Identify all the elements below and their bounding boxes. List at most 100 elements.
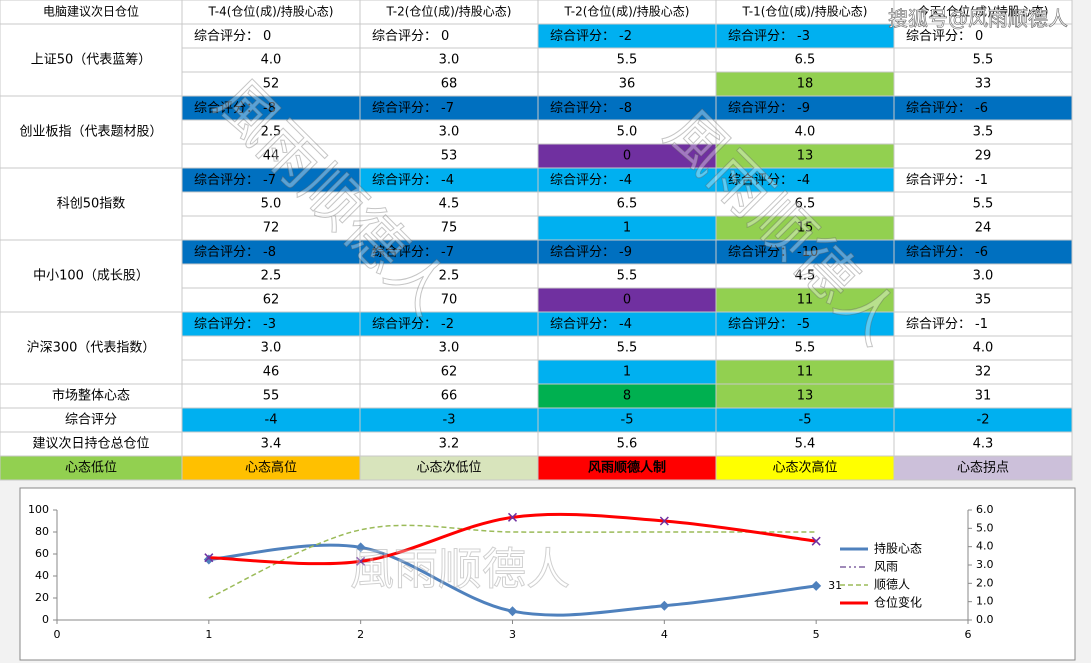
marker <box>811 536 821 546</box>
cell <box>0 407 183 433</box>
y-tick-label: 80 <box>35 525 49 538</box>
marker <box>355 542 366 553</box>
score-cell: 综合评分： -2 <box>372 317 454 332</box>
cell <box>893 239 1073 265</box>
x-tick-label: 1 <box>205 628 212 641</box>
legend-cell <box>537 455 717 481</box>
summary-value: -5 <box>621 413 634 428</box>
cell <box>893 263 1073 289</box>
y-tick-label: 20 <box>35 591 49 604</box>
score-cell: 综合评分： -4 <box>372 173 454 188</box>
mood-cell: 0 <box>623 293 631 308</box>
cell <box>715 239 895 265</box>
cell <box>715 263 895 289</box>
cell <box>359 335 539 361</box>
position-cell: 4.5 <box>439 197 460 212</box>
score-cell: 综合评分： -3 <box>194 317 276 332</box>
cell <box>181 143 361 169</box>
position-cell: 5.5 <box>617 53 638 68</box>
position-cell: 5.5 <box>973 53 994 68</box>
cell <box>181 215 361 241</box>
cell <box>537 239 717 265</box>
cell <box>715 215 895 241</box>
score-prefix: 综合评分： <box>906 29 971 44</box>
summary-value: -3 <box>443 413 456 428</box>
score-value: -8 <box>263 245 276 260</box>
score-value: -5 <box>797 317 810 332</box>
position-cell: 3.0 <box>973 269 994 284</box>
position-cell: 3.0 <box>439 125 460 140</box>
legend-label: 顺德人 <box>874 577 910 592</box>
cell <box>359 167 539 193</box>
score-value: 0 <box>441 29 449 44</box>
legend-label: 持股心态 <box>874 541 922 556</box>
score-cell: 综合评分： 0 <box>372 29 449 44</box>
mood-cell: 11 <box>797 293 814 308</box>
score-prefix: 综合评分： <box>728 245 793 260</box>
score-value: -3 <box>797 29 810 44</box>
mood-cell: 1 <box>623 365 631 380</box>
cell <box>359 311 539 337</box>
cell <box>715 71 895 97</box>
marker <box>659 600 670 611</box>
cell <box>537 287 717 313</box>
score-value: 0 <box>975 29 983 44</box>
score-prefix: 综合评分： <box>372 101 437 116</box>
score-value: -6 <box>975 245 988 260</box>
legend-cell <box>359 455 539 481</box>
cell <box>181 311 361 337</box>
group-name: 中小100（成长股） <box>33 269 149 284</box>
cell <box>0 239 183 313</box>
position-cell: 5.0 <box>617 125 638 140</box>
score-prefix: 综合评分： <box>372 29 437 44</box>
mood-cell: 44 <box>263 149 280 164</box>
score-cell: 综合评分： -4 <box>550 173 632 188</box>
score-cell: 综合评分： -7 <box>194 173 276 188</box>
score-cell: 综合评分： -8 <box>194 245 276 260</box>
group-name: 沪深300（代表指数） <box>27 340 156 356</box>
x-tick-label: 2 <box>357 628 364 641</box>
score-cell: 综合评分： -6 <box>906 101 988 116</box>
cell <box>0 167 183 241</box>
summary-name: 建议次日持仓总仓位 <box>32 436 149 452</box>
mood-cell: 68 <box>441 77 458 92</box>
position-cell: 3.5 <box>973 125 994 140</box>
position-cell: 4.0 <box>261 53 282 68</box>
score-prefix: 综合评分： <box>550 173 615 188</box>
cell <box>181 71 361 97</box>
cell <box>893 335 1073 361</box>
y2-tick-label: 6.0 <box>976 503 994 516</box>
summary-value: -2 <box>977 413 990 428</box>
cell <box>893 0 1073 25</box>
score-value: -2 <box>619 29 632 44</box>
score-prefix: 综合评分： <box>550 245 615 260</box>
legend-cell <box>0 455 183 481</box>
cell <box>893 95 1073 121</box>
score-cell: 综合评分： -2 <box>550 29 632 44</box>
position-cell: 4.5 <box>795 269 816 284</box>
score-prefix: 综合评分： <box>550 29 615 44</box>
position-cell: 6.5 <box>795 197 816 212</box>
score-value: -1 <box>975 173 988 188</box>
summary-value: 4.3 <box>973 437 994 452</box>
score-cell: 综合评分： -5 <box>728 317 810 332</box>
score-prefix: 综合评分： <box>372 317 437 332</box>
x-tick-label: 6 <box>965 628 972 641</box>
cell <box>359 383 539 409</box>
score-cell: 综合评分： -1 <box>906 173 988 188</box>
cell <box>0 383 183 409</box>
mood-cell: 0 <box>623 149 631 164</box>
score-value: -1 <box>975 317 988 332</box>
mood-cell: 52 <box>263 77 280 92</box>
mood-cell: 46 <box>263 365 280 380</box>
cell <box>715 23 895 49</box>
score-prefix: 综合评分： <box>372 173 437 188</box>
cell <box>0 431 183 457</box>
y2-tick-label: 4.0 <box>976 540 994 553</box>
score-value: -10 <box>797 245 818 260</box>
score-prefix: 综合评分： <box>906 317 971 332</box>
cell <box>0 95 183 169</box>
group-name: 上证50（代表蓝筹） <box>31 52 152 68</box>
cell <box>537 407 717 433</box>
cell <box>537 191 717 217</box>
